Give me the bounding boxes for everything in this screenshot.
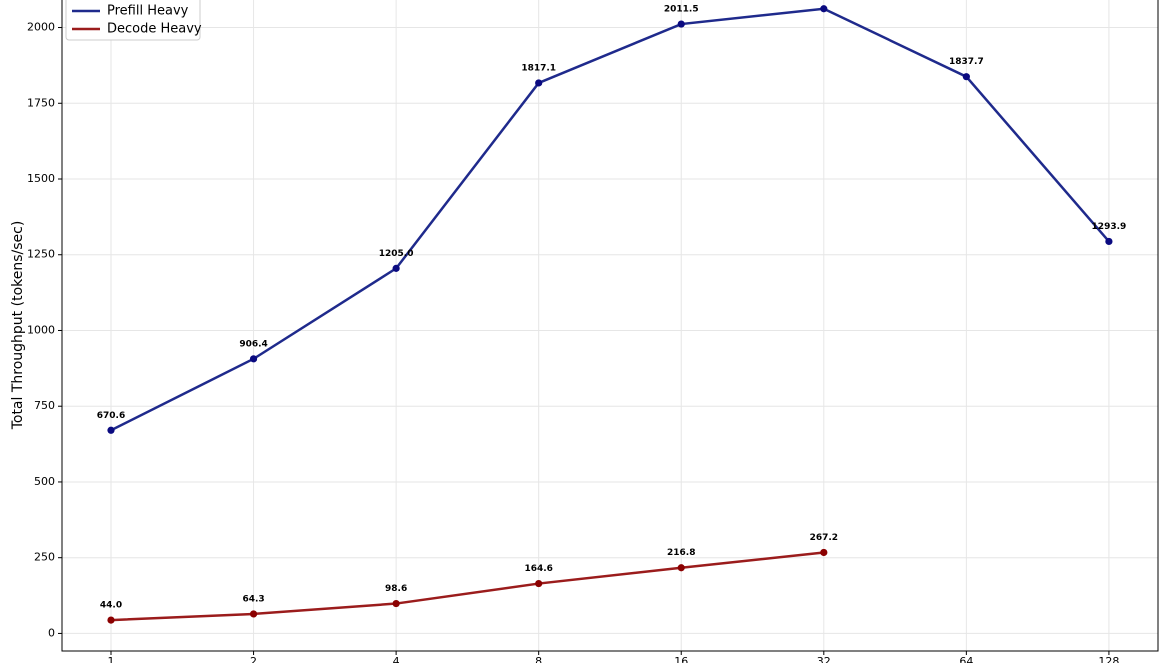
point <box>249 610 258 618</box>
y-tick-label: 1750 <box>27 96 55 109</box>
x-tick-label: 2 <box>250 655 257 663</box>
value-label: 164.6 <box>524 564 552 574</box>
y-tick-label: 2000 <box>27 21 55 34</box>
point <box>107 616 115 624</box>
value-label: 216.8 <box>667 548 695 558</box>
legend: Prefill Heavy Decode Heavy <box>65 0 202 41</box>
x-tick-label: 128 <box>1098 655 1119 663</box>
value-label: 1837.7 <box>949 57 984 67</box>
value-label: 1293.9 <box>1092 222 1127 232</box>
point <box>677 20 685 28</box>
value-label: 267.2 <box>810 533 838 543</box>
point <box>249 355 258 363</box>
y-tick-label: 750 <box>34 399 55 412</box>
y-tick-label: 1250 <box>27 248 55 261</box>
point <box>820 548 828 557</box>
y-tick-label: 0 <box>48 626 55 639</box>
x-tick-label: 1 <box>108 655 115 663</box>
point <box>535 79 543 87</box>
point <box>392 264 400 272</box>
point <box>535 579 543 588</box>
point <box>962 73 970 81</box>
plot-frame <box>61 0 1159 652</box>
y-tick-label: 1000 <box>27 323 55 336</box>
x-tick-label: 8 <box>535 655 542 663</box>
y-tick-label: 1500 <box>27 172 55 185</box>
value-label: 670.6 <box>97 411 125 421</box>
point <box>392 599 400 608</box>
series-line <box>110 551 824 622</box>
value-label: 44.0 <box>100 601 122 611</box>
y-tick-label: 500 <box>34 475 55 488</box>
point <box>1105 237 1113 246</box>
value-label: 64.3 <box>242 594 264 604</box>
legend-label: Decode Heavy <box>107 22 202 37</box>
x-tick-label: 16 <box>674 655 688 663</box>
legend-label: Prefill Heavy <box>107 4 189 19</box>
value-label: 1205.0 <box>379 249 414 259</box>
value-label: 98.6 <box>385 584 407 594</box>
point <box>820 5 828 13</box>
value-label: 1817.1 <box>521 63 556 73</box>
x-tick-label: 64 <box>959 655 973 663</box>
y-tick-label: 250 <box>34 551 55 564</box>
point <box>677 564 685 572</box>
x-tick-label: 32 <box>817 655 831 663</box>
series-line <box>110 7 1110 432</box>
value-label: 906.4 <box>239 339 267 349</box>
y-axis-label: Total Throughput (tokens/sec) <box>10 221 26 431</box>
point <box>107 426 115 434</box>
value-label: 2011.5 <box>664 5 699 15</box>
x-tick-label: 4 <box>393 655 400 663</box>
